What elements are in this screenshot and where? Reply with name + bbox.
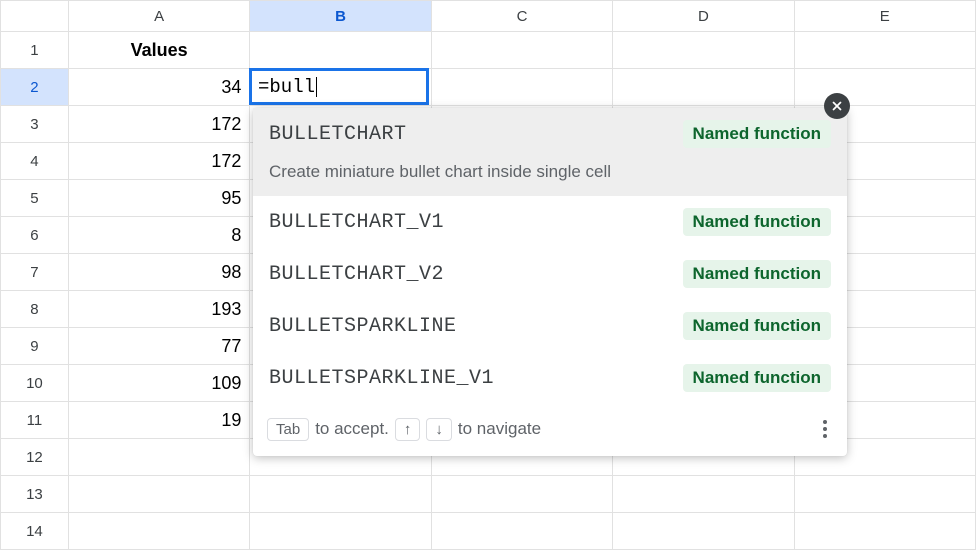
row-header[interactable]: 1 <box>1 32 69 69</box>
named-function-badge: Named function <box>683 312 831 340</box>
autocomplete-item[interactable]: BULLETSPARKLINE_V1 Named function <box>253 352 847 404</box>
row-header[interactable]: 5 <box>1 180 69 217</box>
autocomplete-item[interactable]: BULLETCHART Named function <box>253 108 847 160</box>
autocomplete-hint: Tab to accept. ↑ ↓ to navigate <box>267 418 541 441</box>
tab-key-hint: Tab <box>267 418 309 441</box>
cell[interactable] <box>250 513 431 550</box>
row-header[interactable]: 12 <box>1 439 69 476</box>
autocomplete-item-name: BULLETCHART <box>269 123 407 146</box>
autocomplete-item[interactable]: BULLETCHART_V2 Named function <box>253 248 847 300</box>
autocomplete-item[interactable]: BULLETCHART_V1 Named function <box>253 196 847 248</box>
cell[interactable] <box>68 439 250 476</box>
cell[interactable] <box>794 69 975 106</box>
down-key-hint: ↓ <box>426 418 452 441</box>
named-function-badge: Named function <box>683 260 831 288</box>
row-header[interactable]: 11 <box>1 402 69 439</box>
cell[interactable]: 34 <box>68 69 250 106</box>
autocomplete-item-name: BULLETSPARKLINE_V1 <box>269 367 494 390</box>
column-header[interactable]: A <box>68 1 250 32</box>
cell[interactable] <box>613 69 794 106</box>
row-header[interactable]: 10 <box>1 365 69 402</box>
row-header[interactable]: 13 <box>1 476 69 513</box>
autocomplete-item-name: BULLETCHART_V2 <box>269 263 444 286</box>
named-function-badge: Named function <box>683 120 831 148</box>
cell[interactable]: 98 <box>68 254 250 291</box>
row-header[interactable]: 2 <box>1 69 69 106</box>
cell[interactable] <box>68 476 250 513</box>
cell[interactable]: 19 <box>68 402 250 439</box>
active-cell[interactable]: =bull <box>249 68 429 105</box>
column-header[interactable]: D <box>613 1 794 32</box>
cell[interactable]: 172 <box>68 143 250 180</box>
named-function-badge: Named function <box>683 364 831 392</box>
formula-input-text[interactable]: =bull <box>258 76 315 98</box>
close-icon <box>830 99 844 113</box>
autocomplete-item-name: BULLETCHART_V1 <box>269 211 444 234</box>
cell[interactable]: 95 <box>68 180 250 217</box>
row-header[interactable]: 9 <box>1 328 69 365</box>
autocomplete-footer: Tab to accept. ↑ ↓ to navigate <box>253 404 847 456</box>
row-header[interactable]: 4 <box>1 143 69 180</box>
cell[interactable] <box>794 32 975 69</box>
cell[interactable] <box>431 32 612 69</box>
cell[interactable]: Values <box>68 32 250 69</box>
cell[interactable]: 77 <box>68 328 250 365</box>
formula-autocomplete-popup: BULLETCHART Named function Create miniatur… <box>253 108 847 456</box>
cell[interactable] <box>431 69 612 106</box>
cell[interactable] <box>431 476 612 513</box>
autocomplete-item-name: BULLETSPARKLINE <box>269 315 457 338</box>
column-header[interactable]: C <box>431 1 612 32</box>
navigate-hint-text: to navigate <box>458 419 541 439</box>
cell[interactable]: 172 <box>68 106 250 143</box>
row-header[interactable]: 8 <box>1 291 69 328</box>
cell[interactable] <box>613 476 794 513</box>
close-autocomplete-button[interactable] <box>824 93 850 119</box>
cell[interactable]: 109 <box>68 365 250 402</box>
cell[interactable] <box>250 32 431 69</box>
cell[interactable] <box>68 513 250 550</box>
cell[interactable] <box>794 513 975 550</box>
cell[interactable] <box>250 476 431 513</box>
cell[interactable]: 193 <box>68 291 250 328</box>
accept-hint-text: to accept. <box>315 419 389 439</box>
autocomplete-item[interactable]: BULLETSPARKLINE Named function <box>253 300 847 352</box>
spreadsheet-viewport: ABCDE1Values2343172417259568798819397710… <box>0 0 976 551</box>
row-header[interactable]: 6 <box>1 217 69 254</box>
named-function-badge: Named function <box>683 208 831 236</box>
text-cursor <box>316 77 317 97</box>
more-options-icon[interactable] <box>817 414 833 444</box>
cell[interactable] <box>794 476 975 513</box>
cell[interactable]: 8 <box>68 217 250 254</box>
autocomplete-list: BULLETCHART Named function Create miniatur… <box>253 108 847 404</box>
row-header[interactable]: 7 <box>1 254 69 291</box>
autocomplete-item-description: Create miniature bullet chart inside sin… <box>253 160 847 196</box>
cell[interactable] <box>613 513 794 550</box>
column-header[interactable]: E <box>794 1 975 32</box>
up-key-hint: ↑ <box>395 418 421 441</box>
cell[interactable] <box>431 513 612 550</box>
column-header[interactable]: B <box>250 1 431 32</box>
row-header[interactable]: 3 <box>1 106 69 143</box>
cell[interactable] <box>613 32 794 69</box>
select-all-corner[interactable] <box>1 1 69 32</box>
row-header[interactable]: 14 <box>1 513 69 550</box>
